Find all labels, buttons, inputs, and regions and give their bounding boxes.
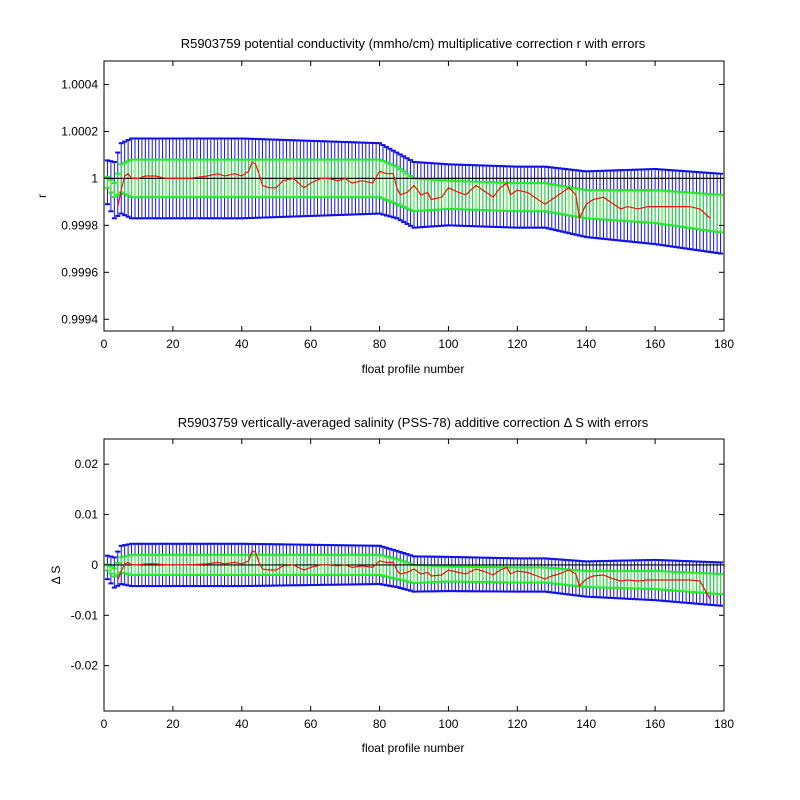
bottom-chart-x-tick-label: 180 [714, 717, 734, 731]
bottom-chart-x-tick-label: 160 [645, 717, 665, 731]
bottom-chart-x-tick-label: 120 [507, 717, 527, 731]
top-chart-inner-error-bar [404, 172, 410, 210]
bottom-chart-x-tick-label: 100 [438, 717, 458, 731]
bottom-chart-x-tick-label: 60 [304, 717, 318, 731]
top-chart-x-axis: 0 20 40 60 80 100 120 140 160 180 [101, 61, 734, 351]
top-chart-inner-error-bar [397, 168, 403, 207]
bottom-chart-y-axis-label: Δ S [49, 566, 63, 585]
top-chart-x-tick-label: 0 [101, 337, 108, 351]
top-chart-y-axis-label: r [35, 194, 49, 198]
top-chart-frame [103, 60, 725, 332]
bottom-chart-y-tick-label: 0.02 [75, 457, 99, 471]
top-chart-inner-error-bar [408, 175, 414, 211]
top-chart-y-tick-label: 0.9994 [61, 312, 98, 326]
bottom-chart-correction-line-overlay [117, 550, 711, 600]
top-chart-inner-error-bar [390, 164, 396, 204]
bottom-chart-y-axis: -0.02 -0.01 0 0.01 0.02 [71, 457, 724, 673]
bottom-chart-inner-error-bar [111, 567, 117, 578]
top-chart-x-tick-label: 120 [507, 337, 527, 351]
top-chart-y-tick-label: 1 [91, 171, 98, 185]
top-chart-x-tick-label: 80 [373, 337, 387, 351]
top-chart-y-tick-label: 1.0002 [61, 124, 98, 138]
top-chart-inner-error-bar [401, 170, 407, 209]
bottom-chart-x-tick-label: 0 [101, 717, 108, 731]
bottom-chart-y-tick-label: 0 [91, 558, 98, 572]
top-chart-x-tick-label: 20 [166, 337, 180, 351]
top-chart-inner-error-bar [718, 193, 724, 234]
bottom-chart-inner-error-bar [718, 572, 724, 596]
top-chart-plot-area [104, 137, 724, 255]
top-chart-y-tick-label: 0.9996 [61, 265, 98, 279]
top-chart-panel: R5903759 potential conductivity (mmho/cm… [35, 36, 734, 376]
bottom-chart-y-tick-label: -0.01 [71, 608, 99, 622]
top-chart-x-tick-label: 60 [304, 337, 318, 351]
top-chart-inner-error-bar [108, 178, 114, 194]
bottom-chart-inner-error-bar [108, 565, 114, 575]
top-chart-x-tick-label: 100 [438, 337, 458, 351]
top-chart-y-tick-label: 1.0004 [61, 77, 98, 91]
bottom-chart-panel: R5903759 vertically-averaged salinity (P… [49, 415, 734, 755]
top-chart-x-tick-label: 160 [645, 337, 665, 351]
top-chart-x-tick-label: 180 [714, 337, 734, 351]
top-chart-inner-error-bar [380, 160, 386, 200]
bottom-chart-y-tick-label: -0.02 [71, 659, 99, 673]
bottom-chart-x-axis: 0 20 40 60 80 100 120 140 160 180 [101, 439, 734, 731]
top-chart-inner-error-bar [387, 162, 393, 203]
top-chart-x-tick-label: 140 [576, 337, 596, 351]
top-chart-y-axis: 0.9994 0.9996 0.9998 1 1.0002 1.0004 [61, 77, 724, 326]
bottom-chart-x-tick-label: 140 [576, 717, 596, 731]
top-chart-correction-line-overlay [117, 161, 711, 220]
top-chart-inner-error-bar [383, 161, 389, 201]
bottom-chart-x-axis-label: float profile number [362, 741, 465, 755]
bottom-chart-x-tick-label: 80 [373, 717, 387, 731]
bottom-chart-y-tick-label: 0.01 [75, 508, 99, 522]
top-chart-title: R5903759 potential conductivity (mmho/cm… [181, 36, 646, 51]
top-chart-inner-error-bar [111, 182, 117, 199]
bottom-chart-x-tick-label: 20 [166, 717, 180, 731]
top-chart-y-tick-label: 0.9998 [61, 218, 98, 232]
bottom-chart-plot-area [104, 542, 724, 607]
bottom-chart-frame [103, 438, 725, 712]
bottom-chart-x-tick-label: 40 [235, 717, 249, 731]
top-chart-x-axis-label: float profile number [362, 362, 465, 376]
top-chart-inner-error-bar [115, 172, 121, 196]
bottom-chart-title: R5903759 vertically-averaged salinity (P… [178, 415, 649, 430]
top-chart-x-tick-label: 40 [235, 337, 249, 351]
